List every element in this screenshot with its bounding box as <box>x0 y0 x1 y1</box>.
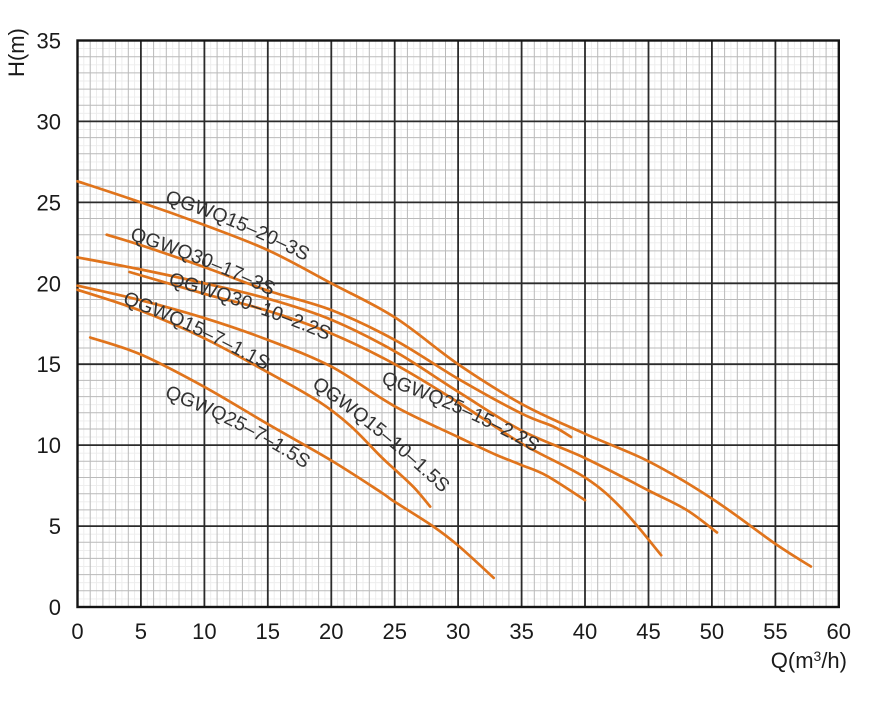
svg-text:20: 20 <box>37 271 61 296</box>
svg-text:60: 60 <box>827 619 851 644</box>
svg-text:30: 30 <box>446 619 470 644</box>
svg-text:G: G <box>181 273 202 298</box>
svg-text:35: 35 <box>509 619 533 644</box>
svg-text:10: 10 <box>37 433 61 458</box>
svg-text:Q: Q <box>162 381 184 407</box>
svg-text:40: 40 <box>573 619 597 644</box>
svg-text:G: G <box>393 372 415 398</box>
svg-text:50: 50 <box>700 619 724 644</box>
svg-text:0: 0 <box>71 619 83 644</box>
svg-text:Q: Q <box>213 282 234 308</box>
svg-text:20: 20 <box>319 619 343 644</box>
svg-text:Q(m3/h): Q(m3/h) <box>771 648 847 673</box>
svg-text:Q: Q <box>209 203 231 229</box>
svg-text:45: 45 <box>636 619 660 644</box>
svg-text:0: 0 <box>49 595 61 620</box>
svg-text:Q: Q <box>120 287 142 313</box>
svg-text:5: 5 <box>135 619 147 644</box>
svg-text:10: 10 <box>192 619 216 644</box>
svg-text:15: 15 <box>256 619 280 644</box>
svg-text:15: 15 <box>37 352 61 377</box>
svg-text:Q: Q <box>379 367 401 393</box>
svg-text:35: 35 <box>37 29 61 54</box>
svg-text:G: G <box>142 228 163 254</box>
svg-text:Q: Q <box>167 268 188 293</box>
svg-text:30: 30 <box>37 109 61 134</box>
svg-text:5: 5 <box>49 514 61 539</box>
svg-text:Q: Q <box>128 223 149 249</box>
svg-text:Q: Q <box>174 239 196 265</box>
svg-text:25: 25 <box>37 190 61 215</box>
svg-text:25: 25 <box>382 619 406 644</box>
svg-text:55: 55 <box>763 619 787 644</box>
svg-text:Q: Q <box>163 186 184 212</box>
svg-text:H(m): H(m) <box>4 28 29 77</box>
svg-text:G: G <box>177 191 199 217</box>
